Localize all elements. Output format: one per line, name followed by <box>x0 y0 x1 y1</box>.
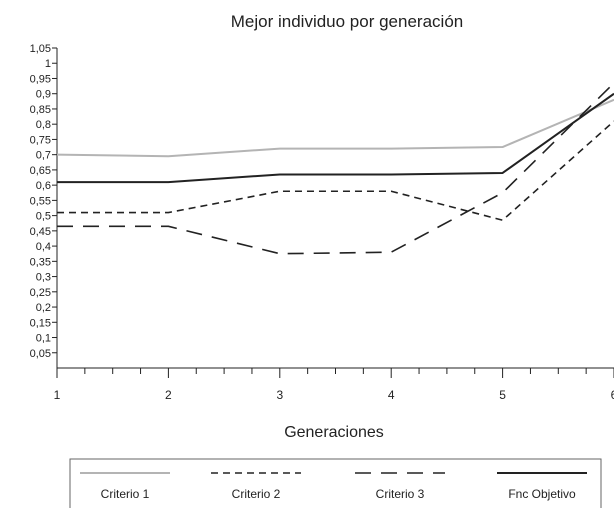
series-line-4 <box>57 92 614 184</box>
y-tick-label: 0,2 <box>36 302 51 314</box>
plot-area: 1,0510,950,90,850,80,750,70,650,60,550,5… <box>30 43 614 402</box>
x-tick-label: 4 <box>388 388 395 402</box>
y-tick-label: 0,6 <box>36 180 51 192</box>
y-tick-label: 0,8 <box>36 119 51 131</box>
y-tick-label: 1,05 <box>30 43 51 55</box>
y-tick-label: 0,35 <box>30 256 51 268</box>
y-tick-label: 0,85 <box>30 104 51 116</box>
y-tick-label: 0,4 <box>36 241 51 253</box>
y-tick-label: 0,55 <box>30 195 51 207</box>
chart-title: Mejor individuo por generación <box>231 12 463 31</box>
y-tick-label: 0,25 <box>30 287 51 299</box>
legend-box <box>69 458 602 508</box>
x-tick-label: 1 <box>54 388 61 402</box>
y-tick-label: 0,65 <box>30 165 51 177</box>
y-tick-label: 0,45 <box>30 226 51 238</box>
y-tick-label: 0,3 <box>36 272 51 284</box>
y-tick-label: 0,7 <box>36 150 51 162</box>
legend-label-1: Criterio 1 <box>101 487 150 501</box>
y-tick-label: 0,75 <box>30 134 51 146</box>
x-tick-label: 5 <box>499 388 506 402</box>
y-tick-label: 0,05 <box>30 348 51 360</box>
legend: Criterio 1 Criterio 2 Criterio 3 Fnc Objeti… <box>69 458 602 508</box>
legend-label-4: Fnc Objetivo <box>508 487 576 501</box>
series-line-2 <box>57 120 614 221</box>
series-line-3 <box>57 82 614 255</box>
series-line-1 <box>56 98 614 158</box>
legend-label-2: Criterio 2 <box>232 487 281 501</box>
x-tick-label: 6 <box>611 388 614 402</box>
y-tick-label: 0,15 <box>30 317 51 329</box>
x-axis-label: Generaciones <box>284 424 384 441</box>
x-tick-label: 2 <box>165 388 172 402</box>
y-tick-label: 0,5 <box>36 211 51 223</box>
y-tick-label: 0,9 <box>36 89 51 101</box>
y-tick-label: 0,95 <box>30 73 51 85</box>
legend-label-3: Criterio 3 <box>376 487 425 501</box>
y-tick-label: 0,1 <box>36 333 51 345</box>
y-tick-label: 1 <box>45 58 51 70</box>
x-tick-label: 3 <box>276 388 283 402</box>
